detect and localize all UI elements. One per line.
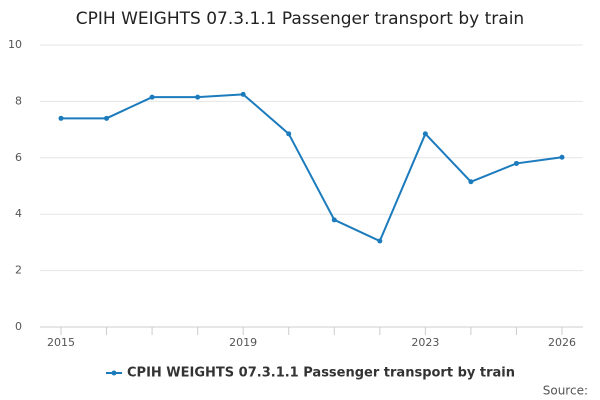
point — [331, 217, 337, 223]
point — [240, 91, 246, 97]
y-tick-label: 2 — [15, 264, 22, 277]
y-tick-label: 0 — [15, 320, 22, 333]
x-tick-label: 2026 — [548, 336, 576, 349]
point — [377, 238, 383, 244]
point — [149, 94, 155, 100]
point — [468, 179, 474, 185]
point — [58, 115, 64, 121]
y-tick-label: 8 — [15, 94, 22, 107]
y-tick-label: 4 — [15, 207, 22, 220]
legend-marker — [111, 370, 117, 376]
point — [559, 154, 565, 160]
point — [104, 115, 110, 121]
y-tick-label: 6 — [15, 151, 22, 164]
line — [61, 93, 563, 243]
point — [513, 160, 519, 166]
y-tick-label: 10 — [8, 38, 22, 51]
source: Source: — [543, 384, 588, 398]
point — [422, 131, 428, 137]
x-tick-label: 2015 — [47, 336, 75, 349]
chart-title: CPIH WEIGHTS 07.3.1.1 Passenger transpor… — [76, 9, 524, 29]
x-tick-label: 2019 — [229, 336, 257, 349]
legend-label: CPIH WEIGHTS 07.3.1.1 Passenger transpor… — [127, 366, 515, 381]
x-tick-label: 2023 — [411, 336, 439, 349]
point — [286, 131, 292, 137]
point — [195, 94, 201, 100]
